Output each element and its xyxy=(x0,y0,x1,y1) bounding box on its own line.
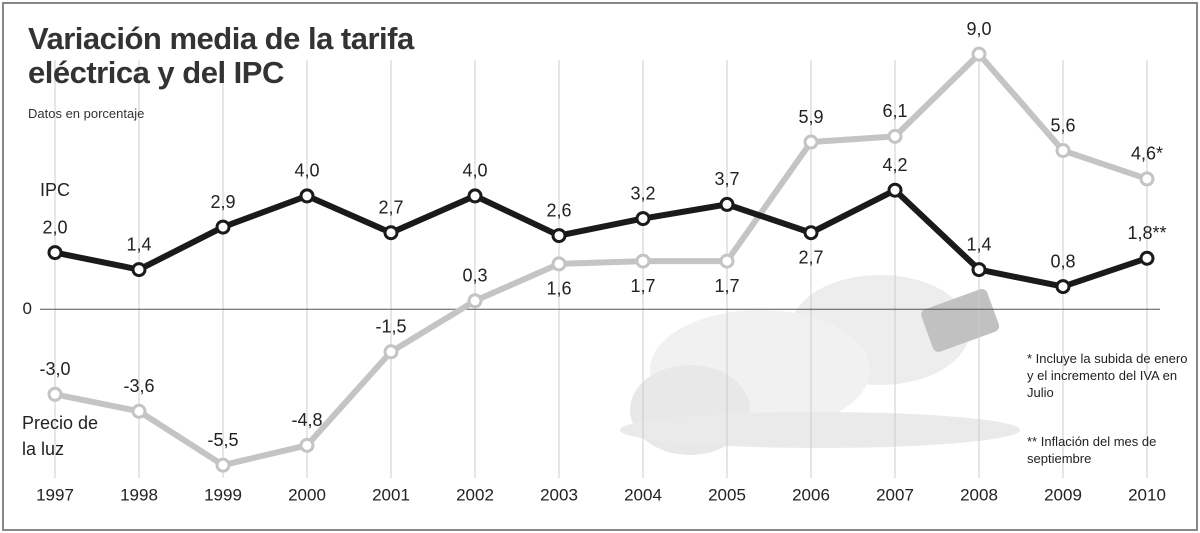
x-tick-label: 1999 xyxy=(204,485,242,504)
point xyxy=(299,188,315,204)
value-label: 1,7 xyxy=(630,276,655,296)
value-label: -3,0 xyxy=(39,359,70,379)
chart-title: Variación media de la tarifa eléctrica y… xyxy=(28,21,414,90)
value-label: 5,9 xyxy=(798,107,823,127)
series-line xyxy=(54,187,1148,290)
x-tick-label: 2004 xyxy=(624,485,662,504)
x-tick-label: 2000 xyxy=(288,485,326,504)
x-tick-label: 2009 xyxy=(1044,485,1082,504)
point xyxy=(467,293,483,309)
point xyxy=(215,219,231,235)
value-label: 4,0 xyxy=(462,161,487,181)
value-label: 3,2 xyxy=(630,183,655,203)
value-label: -5,5 xyxy=(207,430,238,450)
point xyxy=(803,134,819,150)
value-label: 1,4 xyxy=(966,234,991,254)
value-label: 9,0 xyxy=(966,19,991,39)
value-label: 2,7 xyxy=(798,247,823,267)
point xyxy=(551,228,567,244)
value-label: 4,6* xyxy=(1131,144,1163,164)
value-label: 3,7 xyxy=(714,169,739,189)
x-tick-label: 2001 xyxy=(372,485,410,504)
point xyxy=(635,211,651,227)
footnote: ** Inflación del mes de septiembre xyxy=(1027,434,1157,466)
point xyxy=(299,437,315,453)
point xyxy=(47,245,63,261)
point xyxy=(551,256,567,272)
point xyxy=(971,46,987,62)
point xyxy=(1139,171,1155,187)
point xyxy=(887,182,903,198)
value-label: 2,7 xyxy=(378,197,403,217)
x-tick-label: 2003 xyxy=(540,485,578,504)
value-label: 5,6 xyxy=(1050,115,1075,135)
value-label: 4,2 xyxy=(882,155,907,175)
legend-label: IPC xyxy=(40,180,71,200)
series-line xyxy=(54,51,1148,469)
point xyxy=(383,225,399,241)
value-label: 6,1 xyxy=(882,101,907,121)
point xyxy=(47,386,63,402)
x-tick-label: 2002 xyxy=(456,485,494,504)
value-label: 0,3 xyxy=(462,266,487,286)
value-label: -4,8 xyxy=(291,410,322,430)
point xyxy=(467,188,483,204)
value-label: -1,5 xyxy=(375,317,406,337)
x-tick-label: 1998 xyxy=(120,485,158,504)
point xyxy=(887,128,903,144)
value-label: 1,7 xyxy=(714,276,739,296)
value-label: 2,9 xyxy=(210,192,235,212)
value-label: -3,6 xyxy=(123,376,154,396)
bulb xyxy=(620,275,1020,455)
point xyxy=(635,253,651,269)
y-tick-label: 0 xyxy=(23,299,32,318)
point xyxy=(215,457,231,473)
x-tick-label: 2010 xyxy=(1128,485,1166,504)
x-tick-label: 2007 xyxy=(876,485,914,504)
x-tick-label: 2006 xyxy=(792,485,830,504)
chart-subtitle: Datos en porcentaje xyxy=(28,106,145,121)
x-tick-label: 2005 xyxy=(708,485,746,504)
point xyxy=(719,196,735,212)
point xyxy=(1139,250,1155,266)
x-tick-label: 2008 xyxy=(960,485,998,504)
value-label: 1,6 xyxy=(546,279,571,299)
value-label: 1,8** xyxy=(1127,223,1166,243)
point xyxy=(383,344,399,360)
value-label: 2,0 xyxy=(42,217,67,237)
point xyxy=(131,403,147,419)
point xyxy=(803,225,819,241)
point xyxy=(1055,143,1071,159)
point xyxy=(1055,279,1071,295)
point xyxy=(131,262,147,278)
point xyxy=(719,253,735,269)
footnote: * Incluye la subida de enero y el increm… xyxy=(1027,351,1188,400)
value-label: 1,4 xyxy=(126,234,151,254)
point xyxy=(971,262,987,278)
value-label: 2,6 xyxy=(546,200,571,220)
x-tick-label: 1997 xyxy=(36,485,74,504)
legend-label: Precio de la luz xyxy=(22,413,99,459)
value-label: 0,8 xyxy=(1050,251,1075,271)
value-label: 4,0 xyxy=(294,161,319,181)
